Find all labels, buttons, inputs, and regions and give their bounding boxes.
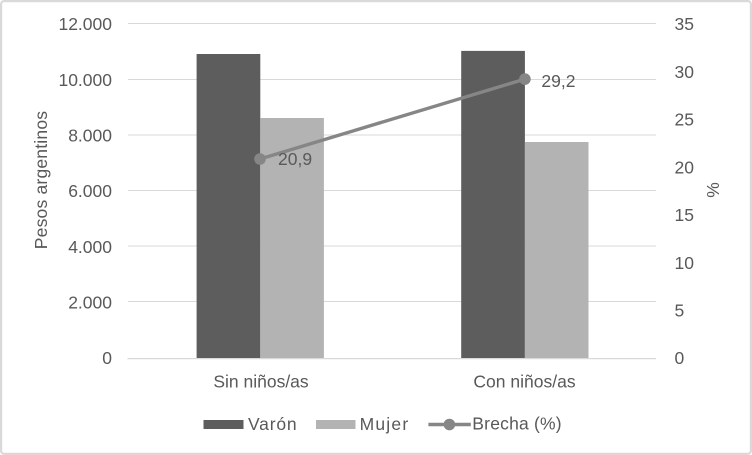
svg-text:Mujer: Mujer [360,414,410,434]
svg-text:0: 0 [102,348,112,368]
svg-text:%: % [703,182,723,198]
svg-text:0: 0 [675,348,685,368]
svg-text:Con niños/as: Con niños/as [473,372,575,392]
svg-text:20,9: 20,9 [278,149,312,169]
svg-text:25: 25 [675,110,694,130]
svg-text:30: 30 [675,62,695,82]
svg-text:8.000: 8.000 [68,126,112,146]
svg-text:Varón: Varón [248,414,297,434]
svg-text:29,2: 29,2 [541,71,575,91]
svg-text:12.000: 12.000 [58,14,112,34]
svg-text:10.000: 10.000 [58,70,112,90]
svg-text:4.000: 4.000 [68,237,112,257]
svg-text:Pesos argentinos: Pesos argentinos [31,111,51,249]
svg-text:35: 35 [675,14,694,34]
svg-text:5: 5 [675,301,685,321]
svg-text:15: 15 [675,205,694,225]
svg-text:Sin niños/as: Sin niños/as [213,372,309,392]
svg-text:20: 20 [675,157,695,177]
svg-text:Brecha (%): Brecha (%) [472,414,562,434]
svg-text:6.000: 6.000 [68,181,112,201]
svg-text:2.000: 2.000 [68,292,112,312]
svg-text:10: 10 [675,253,695,273]
